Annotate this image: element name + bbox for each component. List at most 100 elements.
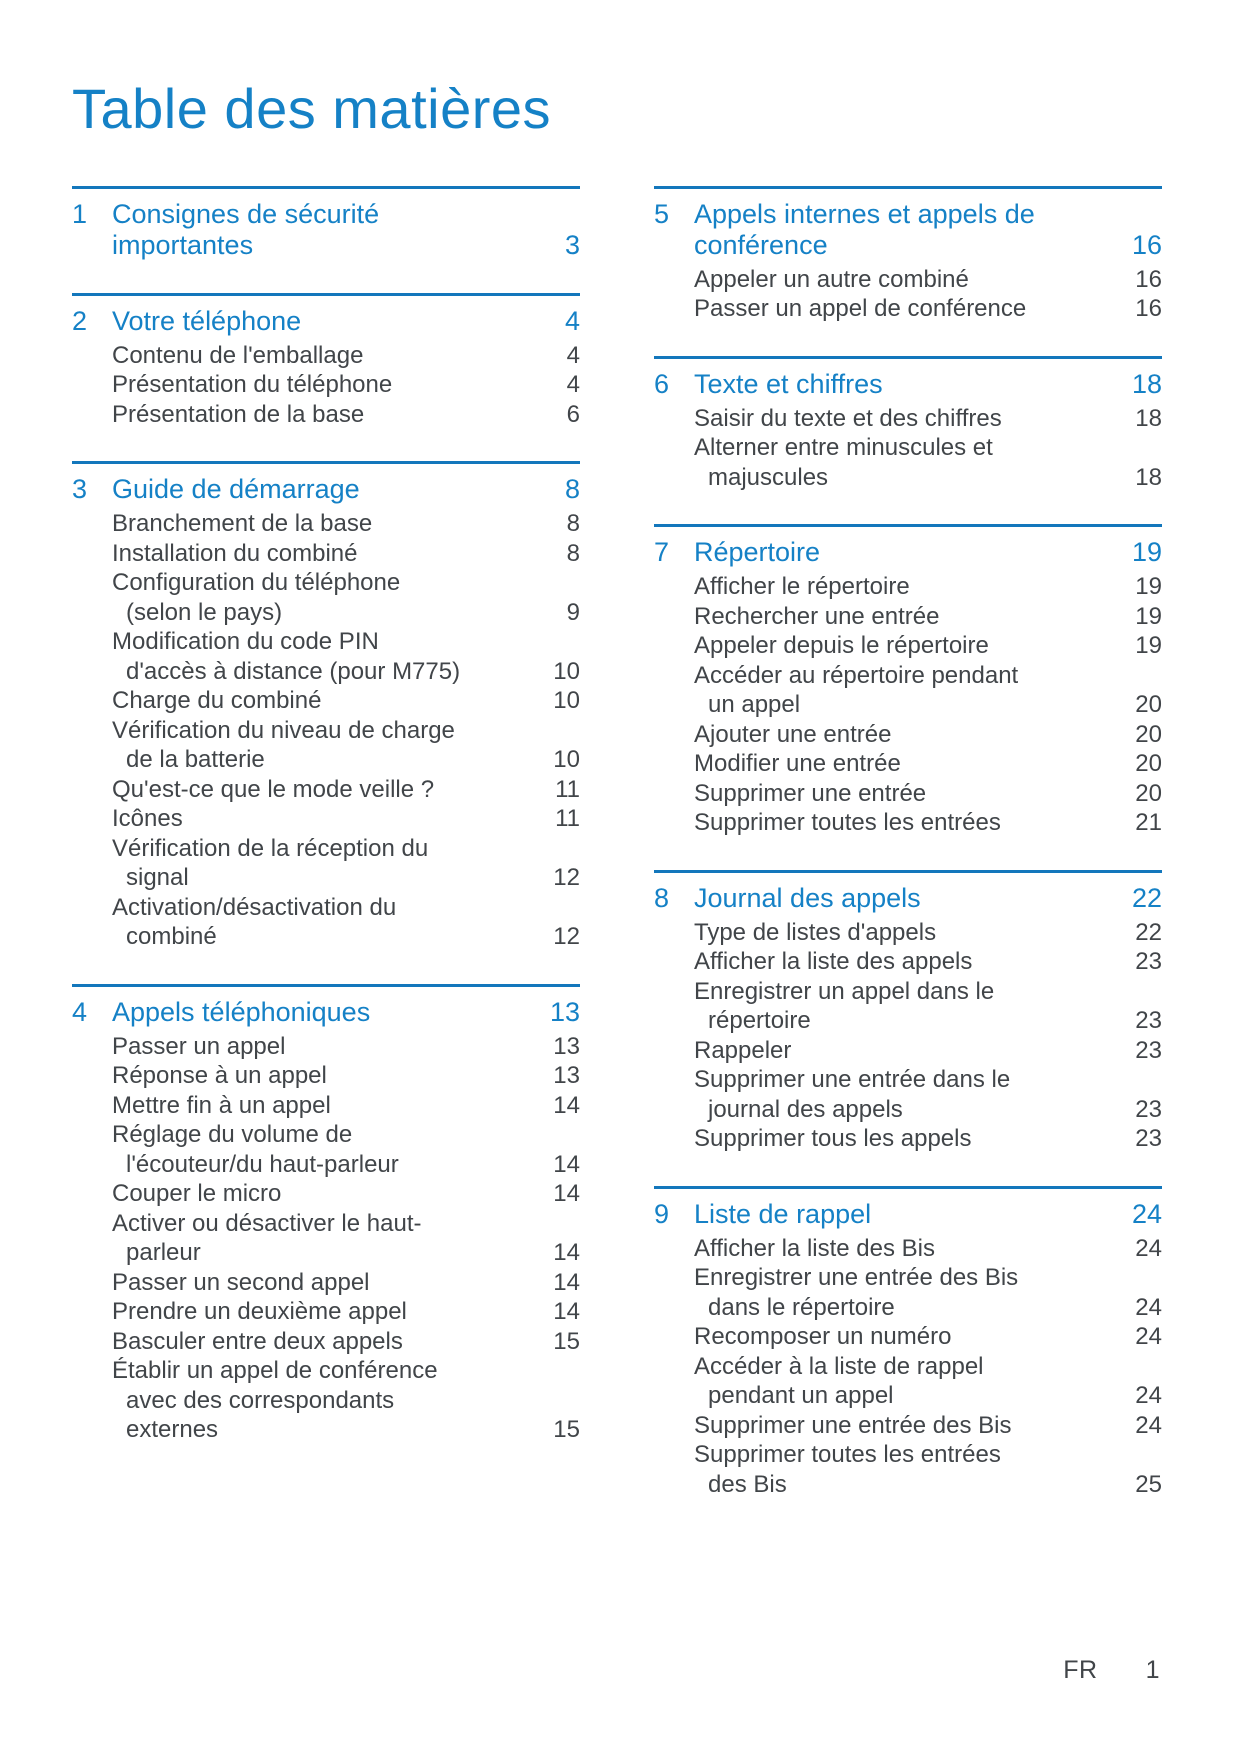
toc-entry[interactable]: Supprimer une entrée dans le journal des…	[654, 1065, 1162, 1124]
toc-section-title: Texte et chiffres	[694, 368, 883, 399]
toc-entry[interactable]: Type de listes d'appels 22	[654, 918, 1162, 948]
toc-entry-label: Saisir du texte et des chiffres	[694, 404, 1002, 432]
toc-entry[interactable]: Modification du code PIN d'accès à dista…	[72, 627, 580, 686]
toc-entry[interactable]: Enregistrer une entrée des Bis dans le r…	[654, 1263, 1162, 1322]
toc-entry-label: Réglage du volume de l'écouteur/du haut-…	[112, 1121, 399, 1178]
toc-entry[interactable]: Réglage du volume de l'écouteur/du haut-…	[72, 1120, 580, 1179]
toc-entry-page: 12	[553, 864, 580, 892]
toc-entry[interactable]: Afficher la liste des appels 23	[654, 947, 1162, 977]
toc-entry[interactable]: Supprimer toutes les entrées des Bis 25	[654, 1440, 1162, 1499]
toc-entry[interactable]: Recomposer un numéro 24	[654, 1322, 1162, 1352]
toc-entry[interactable]: Établir un appel de conférence avec des …	[72, 1356, 580, 1445]
toc-entry[interactable]: Modifier une entrée 20	[654, 749, 1162, 779]
toc-section-number: 8	[654, 882, 670, 913]
toc-entry[interactable]: Activer ou désactiver le haut- parleur 14	[72, 1209, 580, 1268]
toc-section-heading[interactable]: 5 Appels internes et appels de conférence…	[654, 199, 1162, 261]
toc-entry-label: Supprimer toutes les entrées	[694, 809, 1001, 837]
toc-entry[interactable]: Alterner entre minuscules et majuscules 1…	[654, 433, 1162, 492]
toc-entry-page: 14	[553, 1091, 580, 1119]
toc-entry[interactable]: Icônes 11	[72, 804, 580, 834]
toc-entry[interactable]: Passer un appel de conférence 16	[654, 294, 1162, 324]
toc-entry[interactable]: Passer un second appel 14	[72, 1268, 580, 1298]
toc-entry-page: 24	[1135, 1234, 1162, 1262]
toc-entry-label: Contenu de l'emballage	[112, 341, 364, 369]
toc-entry[interactable]: Activation/désactivation du combiné 12	[72, 893, 580, 952]
toc-entry-label: Mettre fin à un appel	[112, 1091, 331, 1119]
toc-entry[interactable]: Rechercher une entrée 19	[654, 602, 1162, 632]
toc-entry[interactable]: Supprimer tous les appels 23	[654, 1124, 1162, 1154]
toc-entry[interactable]: Afficher la liste des Bis 24	[654, 1234, 1162, 1264]
toc-section-page: 13	[549, 996, 580, 1027]
toc-entry[interactable]: Mettre fin à un appel 14	[72, 1091, 580, 1121]
toc-section-heading[interactable]: 1 Consignes de sécurité importantes 3	[72, 199, 580, 261]
toc-entry[interactable]: Supprimer une entrée 20	[654, 779, 1162, 809]
toc-entry[interactable]: Passer un appel 13	[72, 1032, 580, 1062]
toc-entry[interactable]: Basculer entre deux appels 15	[72, 1327, 580, 1357]
toc-entry[interactable]: Ajouter une entrée 20	[654, 720, 1162, 750]
toc-entry-page: 19	[1135, 602, 1162, 630]
toc-entry-label: Prendre un deuxième appel	[112, 1298, 407, 1326]
toc-entry-page: 23	[1135, 1007, 1162, 1035]
toc-entry[interactable]: Contenu de l'emballage 4	[72, 341, 580, 371]
toc-section-number: 2	[72, 305, 88, 336]
toc-columns: 1 Consignes de sécurité importantes 3 2 Votr…	[72, 185, 1162, 1532]
toc-entry[interactable]: Qu'est-ce que le mode veille ? 11	[72, 775, 580, 805]
toc-entry[interactable]: Installation du combiné 8	[72, 539, 580, 569]
toc-section-heading[interactable]: 4 Appels téléphoniques 13	[72, 997, 580, 1028]
toc-section-heading[interactable]: 3 Guide de démarrage 8	[72, 474, 580, 505]
toc-entry[interactable]: Vérification du niveau de charge de la b…	[72, 716, 580, 775]
toc-entry-label: Afficher la liste des appels	[694, 948, 973, 976]
toc-entry[interactable]: Supprimer une entrée des Bis 24	[654, 1411, 1162, 1441]
toc-entry[interactable]: Charge du combiné 10	[72, 686, 580, 716]
toc-section: 7 Répertoire 19 Afficher le répertoire 19 Rec…	[654, 524, 1162, 838]
toc-entry-page: 16	[1135, 265, 1162, 293]
toc-section: 2 Votre téléphone 4 Contenu de l'emballage 4…	[72, 292, 580, 430]
toc-entry[interactable]: Afficher le répertoire 19	[654, 572, 1162, 602]
toc-entry[interactable]: Rappeler 23	[654, 1036, 1162, 1066]
toc-entry[interactable]: Branchement de la base 8	[72, 509, 580, 539]
toc-section-heading[interactable]: 9 Liste de rappel 24	[654, 1199, 1162, 1230]
toc-entry-label: Afficher le répertoire	[694, 573, 910, 601]
toc-entry[interactable]: Accéder au répertoire pendant un appel 20	[654, 661, 1162, 720]
toc-entry[interactable]: Accéder à la liste de rappel pendant un …	[654, 1352, 1162, 1411]
toc-section-number: 9	[654, 1198, 670, 1229]
toc-entry-page: 9	[566, 598, 580, 626]
toc-section-heading[interactable]: 6 Texte et chiffres 18	[654, 369, 1162, 400]
toc-entry-label: Supprimer une entrée	[694, 779, 927, 807]
toc-entry-label: Passer un appel de conférence	[694, 295, 1027, 323]
toc-section-title: Consignes de sécurité importantes	[112, 198, 380, 260]
toc-entry-label: Recomposer un numéro	[694, 1323, 952, 1351]
toc-entry-page: 12	[553, 923, 580, 951]
toc-entry[interactable]: Prendre un deuxième appel 14	[72, 1297, 580, 1327]
toc-entry-label: Icônes	[112, 805, 183, 833]
toc-entry[interactable]: Présentation du téléphone 4	[72, 370, 580, 400]
toc-entry-label: Rechercher une entrée	[694, 602, 940, 630]
toc-entry[interactable]: Couper le micro 14	[72, 1179, 580, 1209]
toc-entry-page: 14	[553, 1150, 580, 1178]
toc-entry-label: Installation du combiné	[112, 539, 358, 567]
toc-entry[interactable]: Supprimer toutes les entrées 21	[654, 808, 1162, 838]
toc-entry-label: Rappeler	[694, 1036, 792, 1064]
toc-entry-page: 19	[1135, 573, 1162, 601]
toc-entry[interactable]: Réponse à un appel 13	[72, 1061, 580, 1091]
toc-entry[interactable]: Présentation de la base 6	[72, 400, 580, 430]
toc-entry-page: 22	[1135, 918, 1162, 946]
toc-entry-page: 14	[553, 1298, 580, 1326]
toc-entry-page: 18	[1135, 404, 1162, 432]
toc-entry[interactable]: Appeler un autre combiné 16	[654, 265, 1162, 295]
toc-entry-page: 10	[553, 746, 580, 774]
toc-entry[interactable]: Enregistrer un appel dans le répertoire 2…	[654, 977, 1162, 1036]
toc-entry-label: Établir un appel de conférence avec des …	[112, 1357, 438, 1444]
toc-entry[interactable]: Configuration du téléphone (selon le pay…	[72, 568, 580, 627]
toc-entry-label: Activation/désactivation du combiné	[112, 893, 397, 951]
toc-section-heading[interactable]: 2 Votre téléphone 4	[72, 306, 580, 337]
toc-section-title: Répertoire	[694, 537, 821, 568]
toc-section-heading[interactable]: 8 Journal des appels 22	[654, 883, 1162, 914]
toc-entry[interactable]: Saisir du texte et des chiffres 18	[654, 404, 1162, 434]
toc-section-heading[interactable]: 7 Répertoire 19	[654, 537, 1162, 568]
toc-entry-page: 13	[553, 1032, 580, 1060]
toc-entry[interactable]: Vérification de la réception du signal 12	[72, 834, 580, 893]
toc-entry[interactable]: Appeler depuis le répertoire 19	[654, 631, 1162, 661]
toc-section: 1 Consignes de sécurité importantes 3	[72, 185, 580, 261]
